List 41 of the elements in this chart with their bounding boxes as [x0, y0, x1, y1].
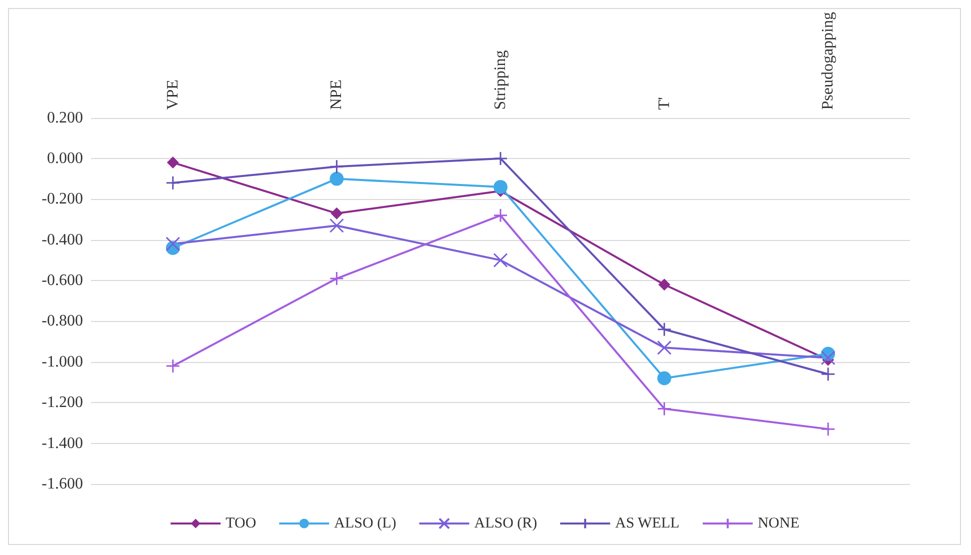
point — [493, 252, 508, 268]
x-tick-label: T' — [656, 97, 673, 110]
point — [820, 350, 836, 366]
y-tick-label: 0.000 — [47, 150, 83, 167]
legend-label: ALSO (L) — [334, 516, 396, 532]
point — [166, 358, 180, 374]
point — [329, 271, 344, 286]
point — [820, 422, 836, 436]
x-tick-label: Stripping — [492, 50, 509, 110]
point — [329, 218, 344, 233]
point — [820, 366, 836, 382]
y-tick-label: -1.600 — [42, 476, 83, 492]
point — [657, 340, 672, 355]
y-tick-label: -1.400 — [42, 434, 83, 452]
y-tick-label: -0.400 — [42, 231, 83, 248]
y-tick-label: -1.000 — [42, 353, 83, 370]
x-tick-label: VPE — [164, 80, 182, 110]
y-tick-label: -1.200 — [42, 394, 83, 412]
point — [493, 151, 508, 166]
y-tick-label: -0.600 — [42, 272, 83, 290]
legend-label: AS WELL — [615, 516, 680, 532]
point — [493, 208, 508, 223]
legend-label: NONE — [758, 516, 800, 532]
point — [657, 401, 672, 416]
point — [166, 236, 180, 252]
point — [494, 180, 508, 194]
point — [166, 156, 179, 169]
point — [166, 176, 180, 190]
point — [329, 159, 344, 174]
point — [330, 207, 343, 220]
legend-label: ALSO (R) — [474, 516, 538, 532]
x-tick-label: Pseudogapping — [820, 12, 837, 110]
point — [657, 371, 672, 386]
y-tick-label: -0.200 — [42, 190, 83, 208]
legend-label: TOO — [226, 516, 256, 532]
point — [658, 278, 670, 291]
y-tick-label: 0.200 — [47, 109, 83, 126]
y-tick-label: -0.800 — [42, 312, 83, 330]
point — [657, 322, 672, 337]
point — [330, 172, 344, 186]
x-tick-label: NPE — [328, 80, 346, 110]
